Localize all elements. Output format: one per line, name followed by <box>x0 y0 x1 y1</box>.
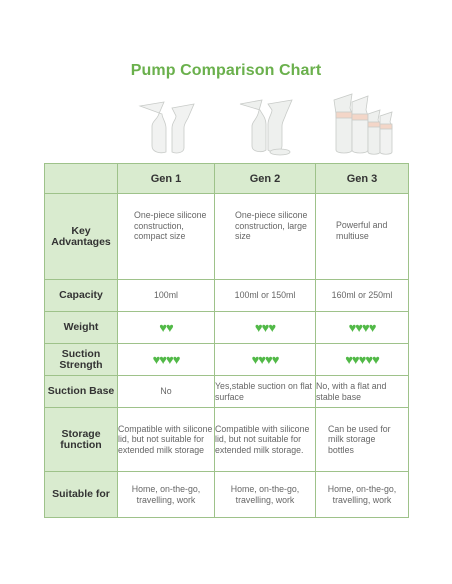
table-cell: 100ml or 150ml <box>214 279 316 312</box>
table-cell: Powerful and multiuse <box>315 193 409 280</box>
chart-title: Pump Comparison Chart <box>130 62 322 79</box>
row-header: Key Advantages <box>44 193 118 280</box>
heart-icon: ♥ <box>355 319 363 335</box>
heart-icon: ♥ <box>348 319 357 335</box>
heart-icon: ♥ <box>159 351 167 367</box>
heart-icon: ♥ <box>345 351 353 367</box>
table-cell: Home, on-the-go, travelling, work <box>117 471 215 518</box>
table-row: Suction Base No Yes,stable suction on fl… <box>44 375 409 408</box>
table-cell: Yes,stable suction on flat surface <box>214 375 316 408</box>
row-header: Capacity <box>44 279 118 312</box>
heart-icon: ♥ <box>166 319 174 335</box>
table-cell: No <box>117 375 215 408</box>
gen1-pump-image <box>136 100 200 156</box>
heart-icon: ♥ <box>271 351 280 367</box>
table-header-row: Gen 1 Gen 2 Gen 3 <box>44 163 409 194</box>
heart-icon: ♥ <box>258 351 266 367</box>
hearts-rating: ♥♥♥♥♥ <box>315 343 409 376</box>
table-cell: One-piece silicone construction, large s… <box>214 193 316 280</box>
row-header: Suction Base <box>44 375 118 408</box>
table-row: Storage function Compatible with silicon… <box>44 407 409 472</box>
table-cell: No, with a flat and stable base <box>315 375 409 408</box>
heart-icon: ♥ <box>261 319 270 335</box>
hearts-rating: ♥♥ <box>117 311 215 344</box>
gen2-pump-image <box>236 96 296 156</box>
table-cell: Compatible with silicone lid, but not su… <box>117 407 215 472</box>
heart-icon: ♥ <box>368 319 377 335</box>
product-images <box>0 92 452 162</box>
table-cell: 160ml or 250ml <box>315 279 409 312</box>
table-cell: Home, on-the-go, travelling, work <box>315 471 409 518</box>
corner-header <box>44 163 118 194</box>
row-header: Suction Strength <box>44 343 118 376</box>
heart-icon: ♥ <box>254 319 263 335</box>
row-header: Weight <box>44 311 118 344</box>
heart-icon: ♥ <box>172 351 181 367</box>
hearts-rating: ♥♥♥♥ <box>117 343 215 376</box>
table-cell: Can be used for milk storage bottles <box>315 407 409 472</box>
table-cell: Home, on-the-go, travelling, work <box>214 471 316 518</box>
comparison-table: Gen 1 Gen 2 Gen 3 Key Advantages One-pie… <box>44 163 409 518</box>
heart-icon: ♥ <box>365 351 373 367</box>
heart-icon: ♥ <box>251 351 260 367</box>
hearts-rating: ♥♥♥ <box>214 311 316 344</box>
column-header: Gen 1 <box>117 163 215 194</box>
heart-icon: ♥ <box>152 351 161 367</box>
table-row: Weight ♥♥ ♥♥♥ ♥♥♥♥ <box>44 311 409 344</box>
gen3-pump-image <box>330 92 396 158</box>
row-header: Storage function <box>44 407 118 472</box>
hearts-rating: ♥♥♥♥ <box>315 311 409 344</box>
row-header: Suitable for <box>44 471 118 518</box>
column-header: Gen 2 <box>214 163 316 194</box>
column-header: Gen 3 <box>315 163 409 194</box>
heart-icon: ♥ <box>358 351 367 367</box>
heart-icon: ♥ <box>362 319 370 335</box>
table-row: Suitable for Home, on-the-go, travelling… <box>44 471 409 518</box>
table-cell: One-piece silicone construction, compact… <box>117 193 215 280</box>
heart-icon: ♥ <box>265 351 273 367</box>
heart-icon: ♥ <box>351 351 360 367</box>
heart-icon: ♥ <box>268 319 276 335</box>
table-row: Capacity 100ml 100ml or 150ml 160ml or 2… <box>44 279 409 312</box>
hearts-rating: ♥♥♥♥ <box>214 343 316 376</box>
table-row: Key Advantages One-piece silicone constr… <box>44 193 409 280</box>
table-cell: Compatible with silicone lid, but not su… <box>214 407 316 472</box>
heart-icon: ♥ <box>159 319 167 335</box>
heart-icon: ♥ <box>166 351 174 367</box>
table-cell: 100ml <box>117 279 215 312</box>
table-row: Suction Strength ♥♥♥♥ ♥♥♥♥ ♥♥♥♥♥ <box>44 343 409 376</box>
heart-icon: ♥ <box>372 351 380 367</box>
